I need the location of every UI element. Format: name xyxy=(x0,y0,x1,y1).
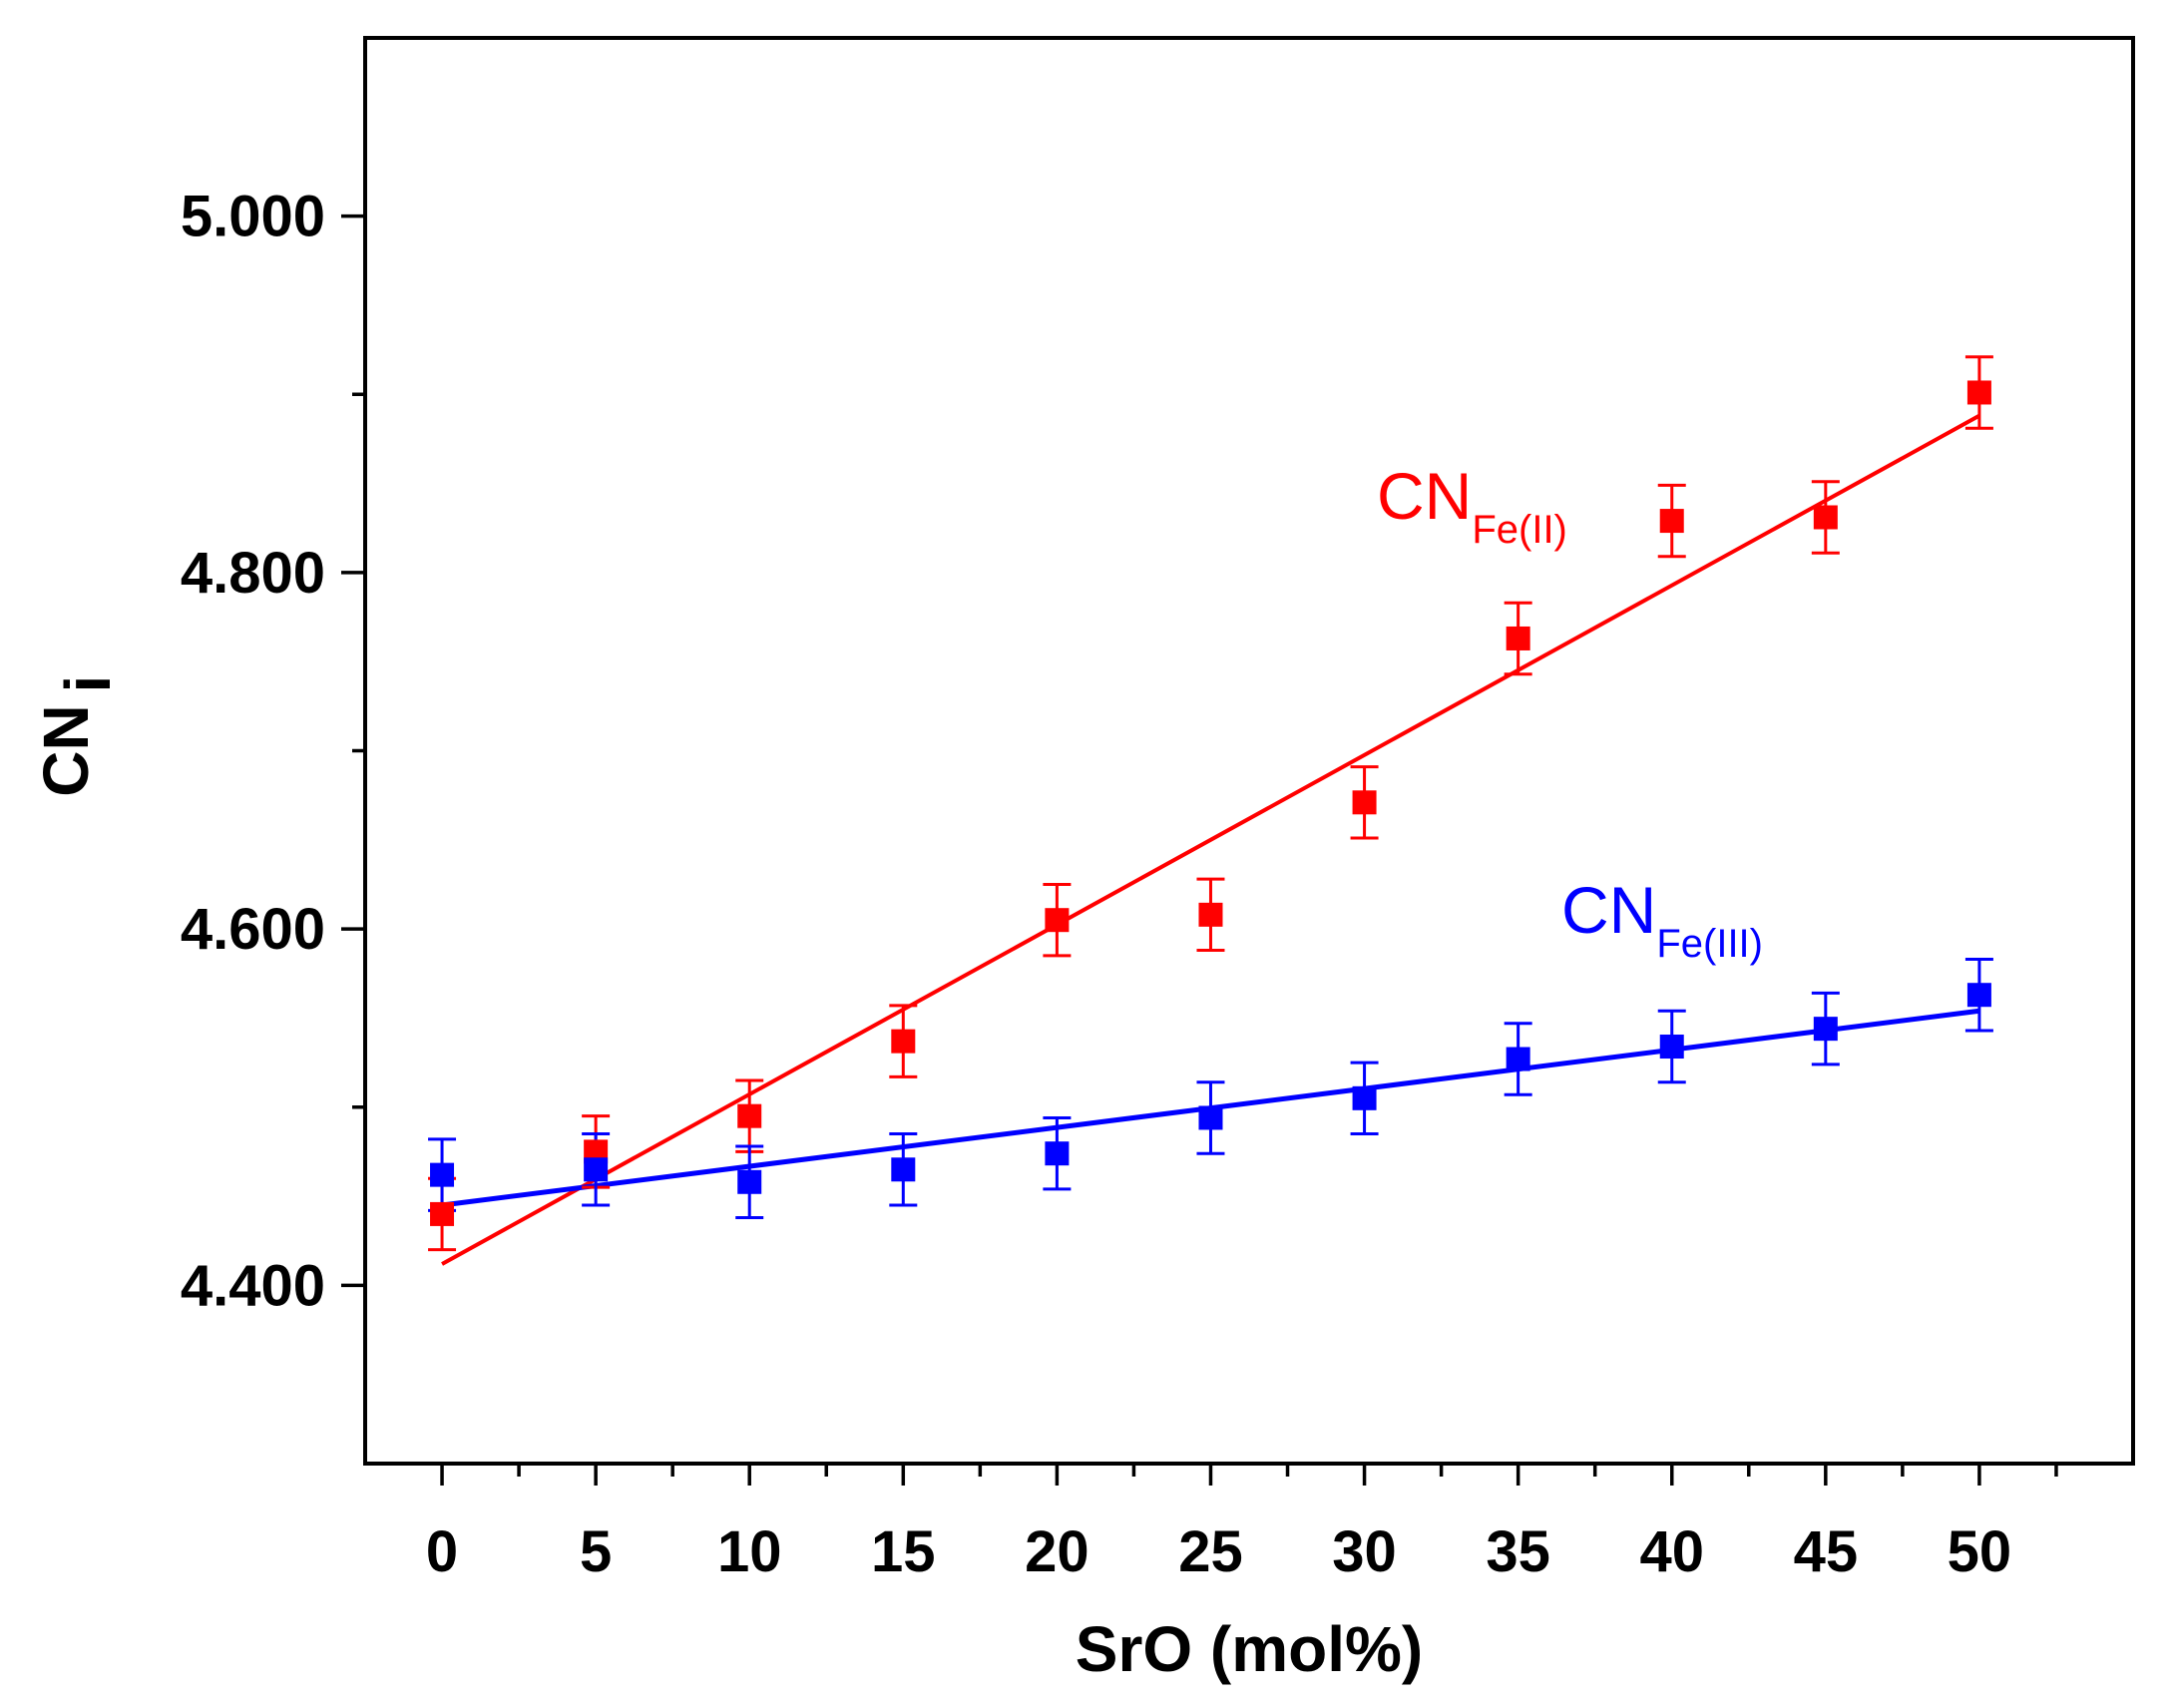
series-label-fe2: CNFe(II) xyxy=(1377,459,1567,552)
x-tick-label: 30 xyxy=(1332,1519,1397,1584)
series-label-main: CN xyxy=(1377,459,1472,533)
y-axis-title-sub: i xyxy=(52,675,124,693)
series-label-main: CN xyxy=(1561,873,1656,947)
x-tick-label: 50 xyxy=(1948,1519,2012,1584)
data-point-fe3 xyxy=(891,1157,916,1182)
data-point-fe2 xyxy=(430,1201,455,1226)
data-point-fe2 xyxy=(1966,380,1991,405)
data-point-fe3 xyxy=(1352,1085,1377,1110)
data-point-fe3 xyxy=(584,1157,609,1182)
data-point-fe2 xyxy=(1045,908,1070,933)
data-point-fe2 xyxy=(1198,902,1223,927)
data-point-fe2 xyxy=(737,1103,762,1128)
points-layer xyxy=(430,380,1991,1226)
y-tick-label: 4.800 xyxy=(181,541,325,606)
x-tick-label: 45 xyxy=(1794,1519,1859,1584)
series-label-sub: Fe(II) xyxy=(1472,508,1567,552)
x-tick-label: 40 xyxy=(1639,1519,1704,1584)
data-point-fe3 xyxy=(430,1162,455,1187)
x-axis-title: SrO (mol%) xyxy=(1076,1613,1423,1685)
x-tick-label: 25 xyxy=(1178,1519,1243,1584)
data-point-fe3 xyxy=(737,1169,762,1194)
series-label-fe3: CNFe(III) xyxy=(1561,873,1763,966)
data-point-fe3 xyxy=(1813,1017,1838,1042)
x-tick-label: 0 xyxy=(426,1519,458,1584)
data-point-fe2 xyxy=(891,1029,916,1054)
plot-frame xyxy=(363,36,2135,1466)
y-tick-label: 4.400 xyxy=(181,1253,325,1318)
y-axis-title-main: CN xyxy=(30,704,102,796)
y-axis-title: CN i xyxy=(30,675,124,797)
x-tick-label: 15 xyxy=(871,1519,936,1584)
data-point-fe2 xyxy=(1659,509,1684,534)
fit-line-fe2 xyxy=(441,413,1980,1266)
x-tick-label: 5 xyxy=(580,1519,612,1584)
data-point-fe2 xyxy=(1352,790,1377,815)
data-point-fe3 xyxy=(1506,1047,1530,1071)
x-tick-label: 20 xyxy=(1025,1519,1089,1584)
data-point-fe3 xyxy=(1198,1105,1223,1130)
errorbar-layer xyxy=(428,355,1993,1252)
data-point-fe2 xyxy=(1506,626,1530,650)
x-tick-label: 35 xyxy=(1486,1519,1550,1584)
data-point-fe3 xyxy=(1966,983,1991,1008)
axes-layer xyxy=(363,36,2135,1466)
series-label-sub: Fe(III) xyxy=(1656,922,1763,966)
y-tick-label: 5.000 xyxy=(181,185,325,249)
data-point-fe3 xyxy=(1045,1141,1070,1166)
data-point-fe3 xyxy=(1659,1035,1684,1060)
data-point-fe2 xyxy=(1813,505,1838,530)
ticks-layer: 0 5 10 15 20 25 30 35 40 45 50 4.400 4.600 4.800 5.000 xyxy=(181,185,2058,1584)
x-tick-label: 10 xyxy=(717,1519,782,1584)
y-tick-label: 4.600 xyxy=(181,897,325,962)
